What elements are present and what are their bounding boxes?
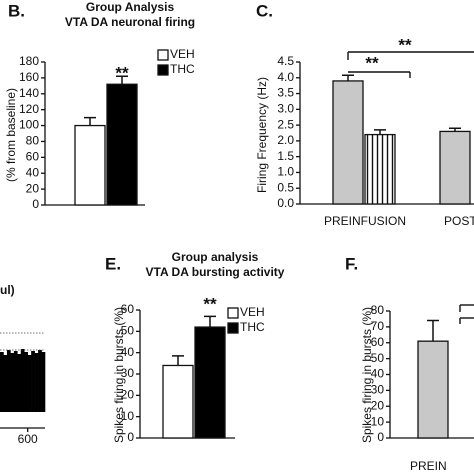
bar <box>332 80 364 205</box>
legend-swatch <box>227 322 239 334</box>
error-bar <box>204 315 216 328</box>
legend-swatch <box>157 49 169 61</box>
significance-label: ** <box>115 63 129 82</box>
panel-label: B. <box>8 1 25 20</box>
y-tick-label: 0.5 <box>277 180 294 194</box>
y-tick-label: 40 <box>121 345 135 359</box>
y-axis-label: Spikes firing in bursts (%) <box>360 307 374 443</box>
y-tick-label: 30 <box>121 366 135 380</box>
legend-label: VEH <box>240 305 265 319</box>
y-tick-label: 10 <box>121 409 135 423</box>
y-tick-label: 10 <box>371 414 385 428</box>
bar <box>74 124 106 206</box>
y-tick-label: 100 <box>19 118 39 132</box>
y-tick-label: 20 <box>26 181 40 195</box>
y-tick-label: 80 <box>26 134 40 148</box>
chart-title: Group analysis <box>172 250 259 264</box>
legend-label: THC <box>170 62 195 76</box>
panel-label: C. <box>256 1 273 20</box>
histogram-bar <box>27 355 32 412</box>
x-tick-label: PREIN <box>410 459 447 473</box>
y-tick-label: 60 <box>121 302 135 316</box>
y-tick-label: 140 <box>19 86 39 100</box>
bar <box>364 133 396 205</box>
y-tick-label: 180 <box>19 54 39 68</box>
y-tick-label: 0.0 <box>277 196 294 210</box>
y-axis-label: (% from baseline) <box>4 88 18 182</box>
bar <box>417 340 449 439</box>
legend-swatch <box>157 64 169 76</box>
legend-label: THC <box>240 320 265 334</box>
y-tick-label: 70 <box>371 319 385 333</box>
error-bar <box>172 355 184 366</box>
y-tick-label: 0 <box>32 197 39 211</box>
y-axis-label: Spikes firing in bursts (%) <box>112 307 126 443</box>
bar <box>106 83 138 206</box>
bar <box>194 326 226 439</box>
chart-subtitle: VTA DA neuronal firing <box>65 15 195 29</box>
y-tick-label: 20 <box>371 398 385 412</box>
bar <box>162 364 194 439</box>
histogram-bar <box>13 351 18 412</box>
histogram-bar <box>3 355 8 412</box>
chart-subtitle: VTA DA bursting activity <box>146 265 285 279</box>
y-tick-label: 1.0 <box>277 165 294 179</box>
chart-title: ul) <box>0 283 15 297</box>
x-tick-label: PREINFUSION <box>324 214 406 228</box>
histogram-bar <box>20 349 25 412</box>
panel-label: F. <box>345 254 358 273</box>
error-bar <box>449 127 461 132</box>
panel-label: E. <box>105 254 121 273</box>
y-tick-label: 80 <box>371 303 385 317</box>
histogram-bar <box>24 352 28 412</box>
chart-title: Group Analysis <box>86 0 175 14</box>
histogram-bar <box>34 353 39 412</box>
y-tick-label: 3.0 <box>277 102 294 116</box>
y-tick-label: 20 <box>121 388 135 402</box>
y-tick-label: 2.5 <box>277 117 294 131</box>
error-bar <box>84 116 96 126</box>
y-tick-label: 0 <box>377 430 384 444</box>
y-tick-label: 40 <box>371 367 385 381</box>
y-tick-label: 50 <box>371 351 385 365</box>
error-bar <box>342 74 354 81</box>
significance-label: ** <box>203 294 217 313</box>
y-tick-label: 4.5 <box>277 54 294 68</box>
legend-swatch <box>227 307 239 319</box>
y-tick-label: 160 <box>19 70 39 84</box>
y-tick-label: 1.5 <box>277 149 294 163</box>
y-axis-label: Firing Frequency (Hz) <box>255 77 269 193</box>
significance-label: ** <box>398 35 412 54</box>
error-bar <box>427 319 439 342</box>
y-tick-label: 60 <box>371 335 385 349</box>
y-tick-label: 40 <box>26 165 40 179</box>
histogram-bar <box>41 352 46 412</box>
histogram-bar <box>0 352 4 412</box>
histogram-bar <box>17 354 22 412</box>
x-tick-label: 600 <box>18 432 38 446</box>
histogram-bar <box>31 351 35 412</box>
histogram-bar <box>6 350 11 412</box>
y-tick-label: 0 <box>127 430 134 444</box>
significance-label: ** <box>365 53 379 72</box>
y-tick-label: 2.0 <box>277 133 294 147</box>
y-tick-label: 30 <box>371 383 385 397</box>
histogram-bar <box>10 353 15 412</box>
y-tick-label: 50 <box>121 324 135 338</box>
error-bar <box>116 75 128 85</box>
bar <box>439 130 471 205</box>
y-tick-label: 120 <box>19 102 39 116</box>
histogram-bar <box>38 350 42 412</box>
x-tick-label: POSTIN <box>444 214 474 228</box>
error-bar <box>374 129 386 135</box>
y-tick-label: 3.5 <box>277 86 294 100</box>
y-tick-label: 4.0 <box>277 70 294 84</box>
y-tick-label: 60 <box>26 150 40 164</box>
legend-label: VEH <box>170 47 195 61</box>
